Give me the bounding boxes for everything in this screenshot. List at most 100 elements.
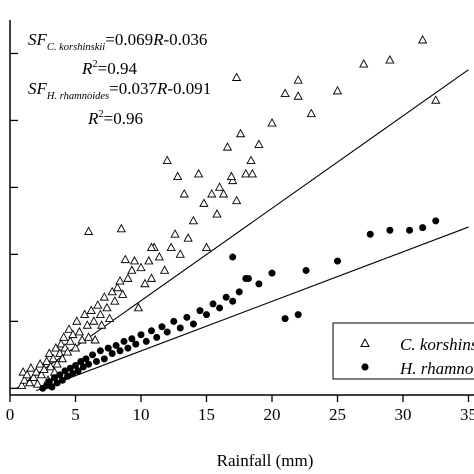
eq1-rhs-a: =0.069 xyxy=(105,30,153,49)
point-series-1-8 xyxy=(32,379,43,388)
point-series-1-28 xyxy=(68,329,78,339)
point-series-2-44 xyxy=(222,293,230,301)
point-series-1-71 xyxy=(201,242,212,252)
eq1-subscript: C. korshinskii xyxy=(47,42,105,53)
point-series-2-60 xyxy=(244,274,252,282)
point-series-2-12 xyxy=(72,362,79,370)
point-series-1-6 xyxy=(28,372,39,381)
point-series-1-32 xyxy=(77,334,87,344)
x-tick-label-6: 30 xyxy=(395,405,412,424)
point-series-1-99 xyxy=(293,75,303,84)
point-series-1-82 xyxy=(254,139,264,148)
point-series-1-50 xyxy=(120,254,130,264)
point-series-1-10 xyxy=(36,369,47,379)
legend-label-series-2: H. rhamnoides xyxy=(399,359,474,378)
point-series-1-14 xyxy=(44,348,54,357)
point-series-2-29 xyxy=(132,340,140,348)
point-series-1-79 xyxy=(235,128,246,138)
point-series-2-5 xyxy=(53,379,61,387)
point-series-1-77 xyxy=(228,175,238,185)
point-series-1-63 xyxy=(166,242,176,252)
point-series-2-49 xyxy=(268,269,276,277)
point-series-2-39 xyxy=(189,320,197,328)
point-series-1-9 xyxy=(35,359,45,368)
point-series-2-23 xyxy=(108,349,116,357)
point-series-1-89 xyxy=(385,55,395,64)
point-series-1-3 xyxy=(22,369,32,379)
point-series-2-27 xyxy=(124,344,132,352)
point-series-1-27 xyxy=(65,336,75,345)
point-series-2-59 xyxy=(229,253,237,261)
point-series-1-52 xyxy=(127,265,137,274)
point-series-2-58 xyxy=(432,217,440,225)
point-series-1-20 xyxy=(55,348,65,357)
point-series-2-52 xyxy=(302,266,310,274)
plot-frame xyxy=(9,20,474,396)
point-series-1-76 xyxy=(222,142,233,151)
point-series-1-41 xyxy=(97,320,107,329)
legend: C. korshinskii H. rhamnoides xyxy=(332,322,474,380)
point-series-1-12 xyxy=(42,356,52,365)
x-tick-label-4: 20 xyxy=(264,405,281,424)
point-series-2-37 xyxy=(176,324,184,332)
point-series-2-40 xyxy=(196,307,204,315)
point-series-1-81 xyxy=(246,155,256,164)
point-series-2-15 xyxy=(79,363,87,371)
point-series-1-66 xyxy=(179,188,189,198)
point-series-2-22 xyxy=(104,344,112,352)
point-series-1-85 xyxy=(293,91,303,100)
point-series-1-88 xyxy=(359,59,369,68)
point-series-2-57 xyxy=(419,224,427,232)
point-series-2-46 xyxy=(235,288,243,296)
eq2-r2-symbol: R xyxy=(87,109,99,128)
point-series-1-57 xyxy=(144,255,154,265)
point-series-1-22 xyxy=(57,353,68,363)
point-series-1-62 xyxy=(162,155,172,164)
point-series-2-7 xyxy=(58,376,66,384)
point-series-2-51 xyxy=(294,311,302,319)
point-series-1-43 xyxy=(102,302,112,312)
point-series-2-35 xyxy=(163,328,171,336)
point-series-1-61 xyxy=(159,265,170,274)
point-series-1-42 xyxy=(99,292,109,301)
point-series-1-84 xyxy=(280,88,290,98)
point-series-2-19 xyxy=(92,358,100,366)
point-series-1-4 xyxy=(24,377,35,387)
eq2-r2-exp: 2 xyxy=(98,109,103,120)
point-series-1-0 xyxy=(17,380,27,389)
x-tick-label-0: 0 xyxy=(6,405,15,424)
point-series-1-87 xyxy=(332,85,343,95)
point-series-1-40 xyxy=(95,309,106,318)
point-series-2-14 xyxy=(77,358,85,366)
point-series-1-90 xyxy=(417,34,428,44)
point-series-1-5 xyxy=(26,363,36,372)
point-series-1-26 xyxy=(64,324,74,333)
eq1-rhs-b: R xyxy=(152,30,164,49)
point-series-2-26 xyxy=(120,337,128,345)
eq2-subscript: H. rhamnoides xyxy=(46,91,109,102)
point-series-1-83 xyxy=(267,117,277,127)
point-series-1-51 xyxy=(123,273,133,282)
svg-text:R2=0.94: R2=0.94 xyxy=(81,59,137,78)
point-series-1-36 xyxy=(86,305,96,314)
point-series-2-55 xyxy=(386,226,394,234)
svg-text:SFH. rhamnoides=0.037R-0.091: SFH. rhamnoides=0.037R-0.091 xyxy=(28,79,211,102)
x-tick-label-1: 5 xyxy=(71,405,80,424)
point-series-2-33 xyxy=(153,333,161,341)
point-series-1-16 xyxy=(48,353,58,363)
point-series-2-13 xyxy=(74,367,82,375)
point-series-2-24 xyxy=(112,341,120,349)
point-series-1-38 xyxy=(90,334,100,344)
legend-box xyxy=(332,322,474,380)
point-series-1-19 xyxy=(52,359,62,368)
point-series-1-55 xyxy=(136,262,146,272)
point-series-1-70 xyxy=(199,198,209,207)
x-tick-label-5: 25 xyxy=(329,405,346,424)
point-series-2-45 xyxy=(229,297,237,305)
point-series-1-23 xyxy=(59,332,69,341)
legend-triangle-marker xyxy=(360,337,370,347)
point-series-1-53 xyxy=(129,255,140,265)
point-series-2-30 xyxy=(137,331,145,339)
point-series-2-18 xyxy=(89,351,97,359)
